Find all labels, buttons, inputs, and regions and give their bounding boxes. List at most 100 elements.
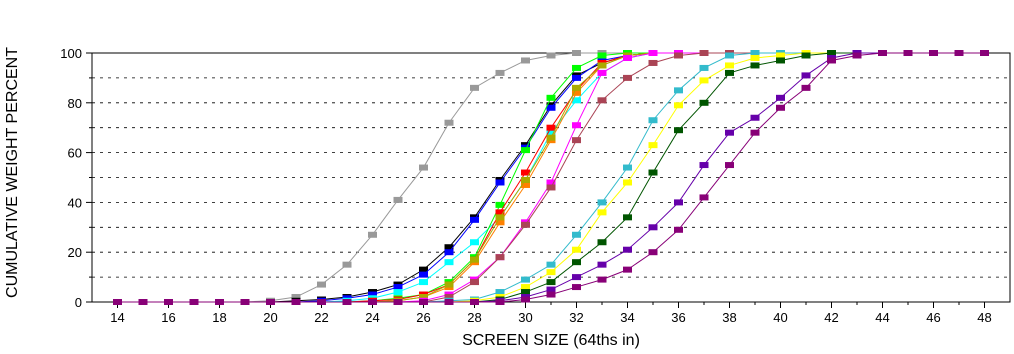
data-point [521, 57, 530, 64]
axis-ticks [86, 52, 985, 308]
data-point [546, 269, 556, 276]
data-point [597, 261, 607, 268]
data-point [546, 52, 556, 59]
data-point [470, 299, 479, 305]
data-point [725, 162, 734, 169]
data-point [623, 179, 632, 186]
data-point [495, 289, 505, 296]
data-point [444, 119, 454, 126]
data-point [572, 50, 581, 56]
data-point [725, 52, 734, 59]
data-point [674, 127, 683, 134]
data-point [801, 72, 811, 79]
data-point [725, 129, 734, 136]
data-point [419, 266, 428, 273]
data-point [750, 114, 760, 121]
data-point [903, 50, 913, 56]
data-point [393, 196, 403, 203]
data-point [801, 84, 811, 91]
data-point [699, 50, 709, 56]
y-tick-label: 80 [68, 96, 82, 111]
data-point [648, 50, 658, 56]
data-point [674, 52, 683, 59]
data-point [495, 69, 505, 76]
data-point [444, 249, 454, 256]
data-point [419, 271, 428, 278]
data-point [444, 281, 454, 288]
data-point [521, 147, 530, 154]
data-point [266, 299, 275, 305]
x-tick-label: 46 [926, 310, 940, 325]
data-point [674, 226, 683, 233]
x-tick-label: 42 [824, 310, 838, 325]
series-15 [113, 50, 989, 305]
data-point [623, 266, 632, 273]
data-point [521, 169, 530, 176]
data-point [546, 261, 556, 268]
data-point [750, 129, 760, 136]
data-point [699, 162, 709, 169]
data-point [470, 239, 479, 246]
data-point [444, 244, 454, 251]
y-tick-label: 0 [75, 295, 82, 310]
data-point [648, 169, 658, 176]
y-axis-title: CUMULATIVE WEIGHT PERCENT [4, 47, 21, 298]
data-point [572, 84, 581, 91]
data-point [597, 209, 607, 216]
y-tick-label: 40 [68, 195, 82, 210]
data-point [572, 284, 581, 291]
x-tick-label: 34 [620, 310, 634, 325]
data-point [317, 281, 326, 288]
x-axis-tick-labels: 14 16 18 20 22 24 26 28 30 32 34 36 38 40 42 44 46 48 [110, 310, 991, 325]
x-tick-label: 44 [875, 310, 889, 325]
data-point [521, 221, 530, 228]
x-tick-label: 32 [569, 310, 583, 325]
data-point [572, 274, 581, 281]
data-point [189, 299, 199, 305]
data-point [470, 279, 479, 286]
data-point [597, 199, 607, 206]
data-point [776, 57, 785, 64]
data-point [444, 259, 454, 266]
data-point [597, 239, 607, 246]
data-point [368, 291, 377, 298]
x-tick-label: 28 [467, 310, 481, 325]
data-point [521, 176, 530, 183]
x-tick-label: 16 [161, 310, 175, 325]
data-point [827, 50, 836, 56]
data-point [572, 97, 581, 104]
x-tick-label: 18 [212, 310, 226, 325]
data-point [495, 179, 505, 186]
data-point [521, 181, 530, 188]
data-point [801, 52, 811, 59]
data-point [317, 299, 326, 305]
data-point [444, 294, 454, 301]
data-point [393, 299, 403, 305]
data-point [215, 299, 224, 305]
data-point [546, 179, 556, 186]
x-axis-title: SCREEN SIZE (64ths in) [462, 332, 640, 349]
data-point [521, 289, 530, 296]
data-point [954, 50, 964, 56]
data-point [699, 99, 709, 106]
data-point [750, 54, 760, 61]
data-point [648, 249, 658, 256]
data-point [138, 299, 148, 305]
data-point [495, 219, 505, 226]
data-point [597, 97, 607, 104]
data-point [572, 137, 581, 144]
data-point [699, 77, 709, 84]
x-tick-label: 24 [365, 310, 379, 325]
data-point [546, 124, 556, 131]
data-point [546, 94, 556, 101]
y-tick-label: 20 [68, 245, 82, 260]
data-point [546, 104, 556, 111]
data-point [674, 87, 683, 94]
data-point [623, 246, 632, 253]
data-point [776, 52, 785, 59]
data-point [240, 299, 250, 305]
data-point [342, 261, 352, 268]
data-point [623, 214, 632, 221]
data-point [470, 216, 479, 223]
